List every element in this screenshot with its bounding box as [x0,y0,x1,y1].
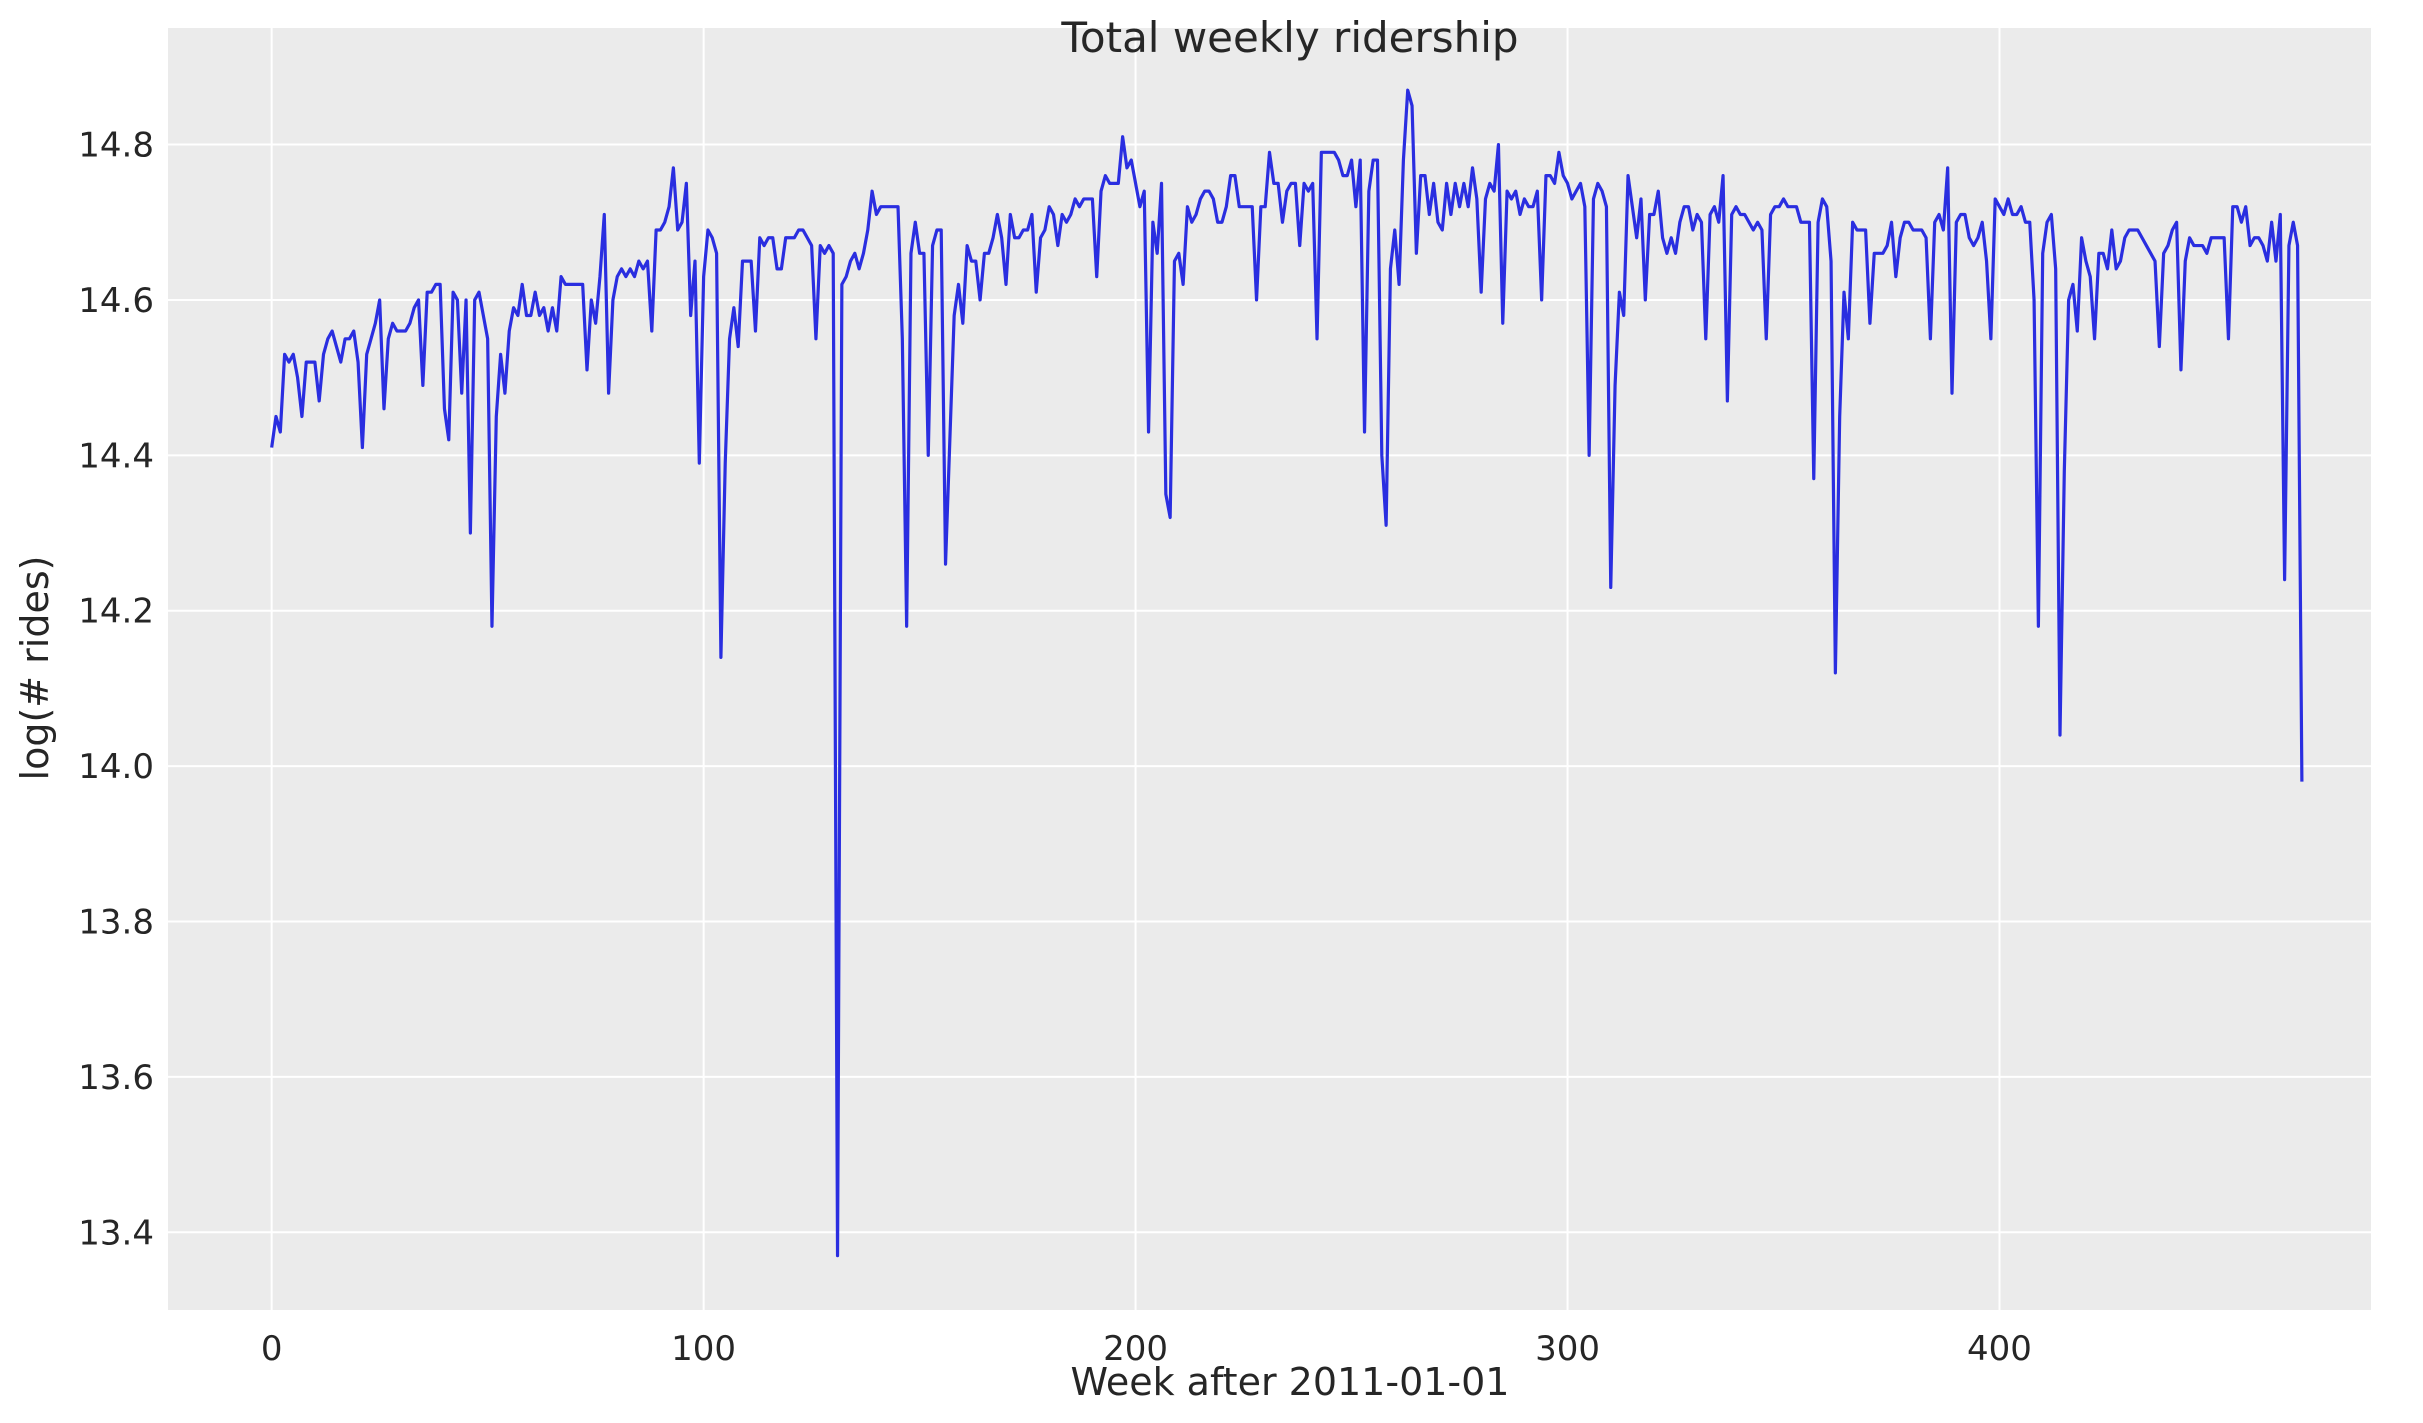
y-tick-label: 14.4 [78,436,154,476]
x-tick-label: 400 [1967,1329,2032,1369]
y-tick-label: 13.6 [78,1058,154,1098]
y-tick-label: 14.0 [78,747,154,787]
x-axis-title: Week after 2011-01-01 [1070,1360,1509,1404]
x-axis-ticks: 0 100 200 300 400 [261,1329,2032,1369]
plot-background [168,28,2371,1310]
y-tick-label: 13.4 [78,1213,154,1253]
x-tick-label: 100 [671,1329,736,1369]
y-tick-label: 14.2 [78,592,154,632]
chart-title: Total weekly ridership [1060,13,1518,62]
series-layer [270,88,2304,1258]
y-tick-label: 14.6 [78,281,154,321]
series-line [270,88,2304,1258]
x-tick-label: 200 [1103,1329,1168,1369]
y-axis-title: log(# rides) [13,556,57,781]
x-tick-label: 0 [261,1329,283,1369]
y-tick-label: 14.8 [78,126,154,166]
x-tick-label: 300 [1535,1329,1600,1369]
y-tick-label: 13.8 [78,903,154,943]
y-axis-ticks: 13.4 13.6 13.8 14.0 14.2 14.4 14.6 14.8 [78,126,154,1254]
